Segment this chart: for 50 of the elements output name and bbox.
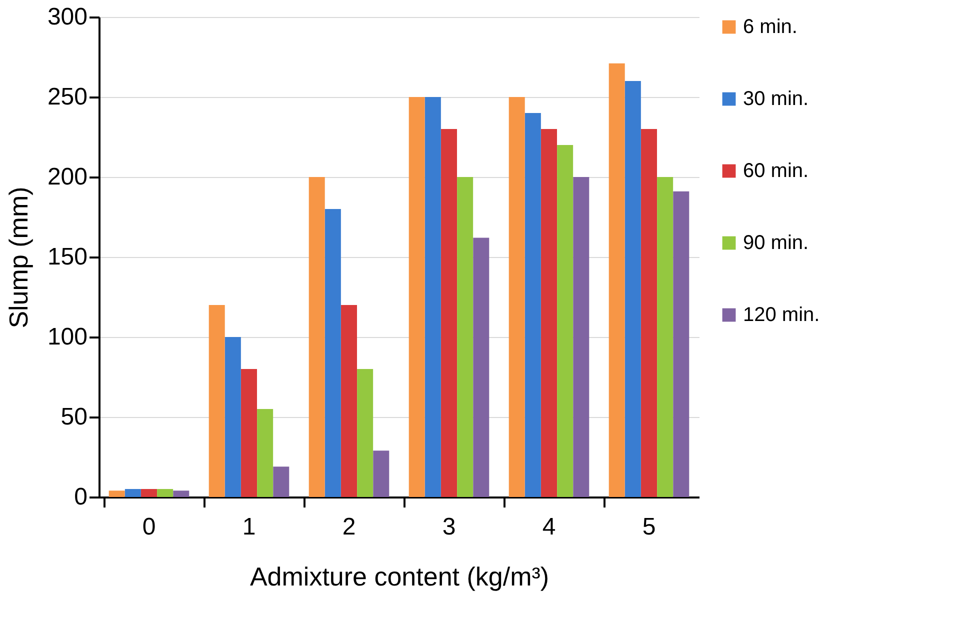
- bar: [141, 489, 157, 497]
- bar: [473, 238, 490, 497]
- legend-label: 30 min.: [743, 88, 809, 110]
- x-tick-label: 4: [542, 514, 556, 540]
- bar: [373, 450, 390, 497]
- bar: [624, 81, 641, 497]
- bar: [241, 369, 257, 497]
- legend-label: 90 min.: [743, 232, 809, 254]
- bar: [157, 489, 174, 497]
- bar: [124, 489, 141, 497]
- y-tick-label: 150: [47, 244, 88, 270]
- y-tick-label: 250: [47, 84, 88, 110]
- bar: [424, 97, 441, 497]
- bar: [273, 466, 290, 497]
- bar: [441, 129, 457, 497]
- bar: [357, 369, 374, 497]
- x-tick-label: 0: [142, 514, 156, 540]
- legend-label: 60 min.: [743, 160, 809, 182]
- bar: [341, 305, 357, 497]
- y-axis-title: Slump (mm): [3, 186, 34, 328]
- bar: [457, 177, 474, 497]
- x-tick-label: 3: [442, 514, 456, 540]
- bar: [573, 177, 590, 497]
- bar: [324, 209, 341, 497]
- y-tick-label: 300: [47, 4, 88, 30]
- bar: [508, 97, 525, 497]
- legend-label: 120 min.: [743, 304, 820, 326]
- bar: [657, 177, 674, 497]
- y-tick-label: 100: [47, 324, 88, 350]
- bar: [557, 145, 574, 497]
- x-axis-title: Admixture content (kg/m³): [250, 562, 550, 592]
- x-tick-label: 1: [242, 514, 256, 540]
- y-tick-label: 0: [74, 484, 88, 510]
- bar: [608, 63, 625, 497]
- bar: [641, 129, 657, 497]
- bar: [224, 337, 241, 497]
- legend-label: 6 min.: [743, 16, 798, 38]
- bar: [408, 97, 425, 497]
- x-tick-label: 2: [342, 514, 356, 540]
- x-tick-label: 5: [642, 514, 656, 540]
- bar: [541, 129, 557, 497]
- bar: [173, 490, 190, 497]
- y-tick-label: 200: [47, 164, 88, 190]
- bar: [108, 490, 125, 497]
- bar: [257, 409, 274, 497]
- bar: [208, 305, 225, 497]
- bar: [673, 191, 690, 497]
- bar: [524, 113, 541, 497]
- y-tick-label: 50: [60, 404, 88, 430]
- bar: [308, 177, 325, 497]
